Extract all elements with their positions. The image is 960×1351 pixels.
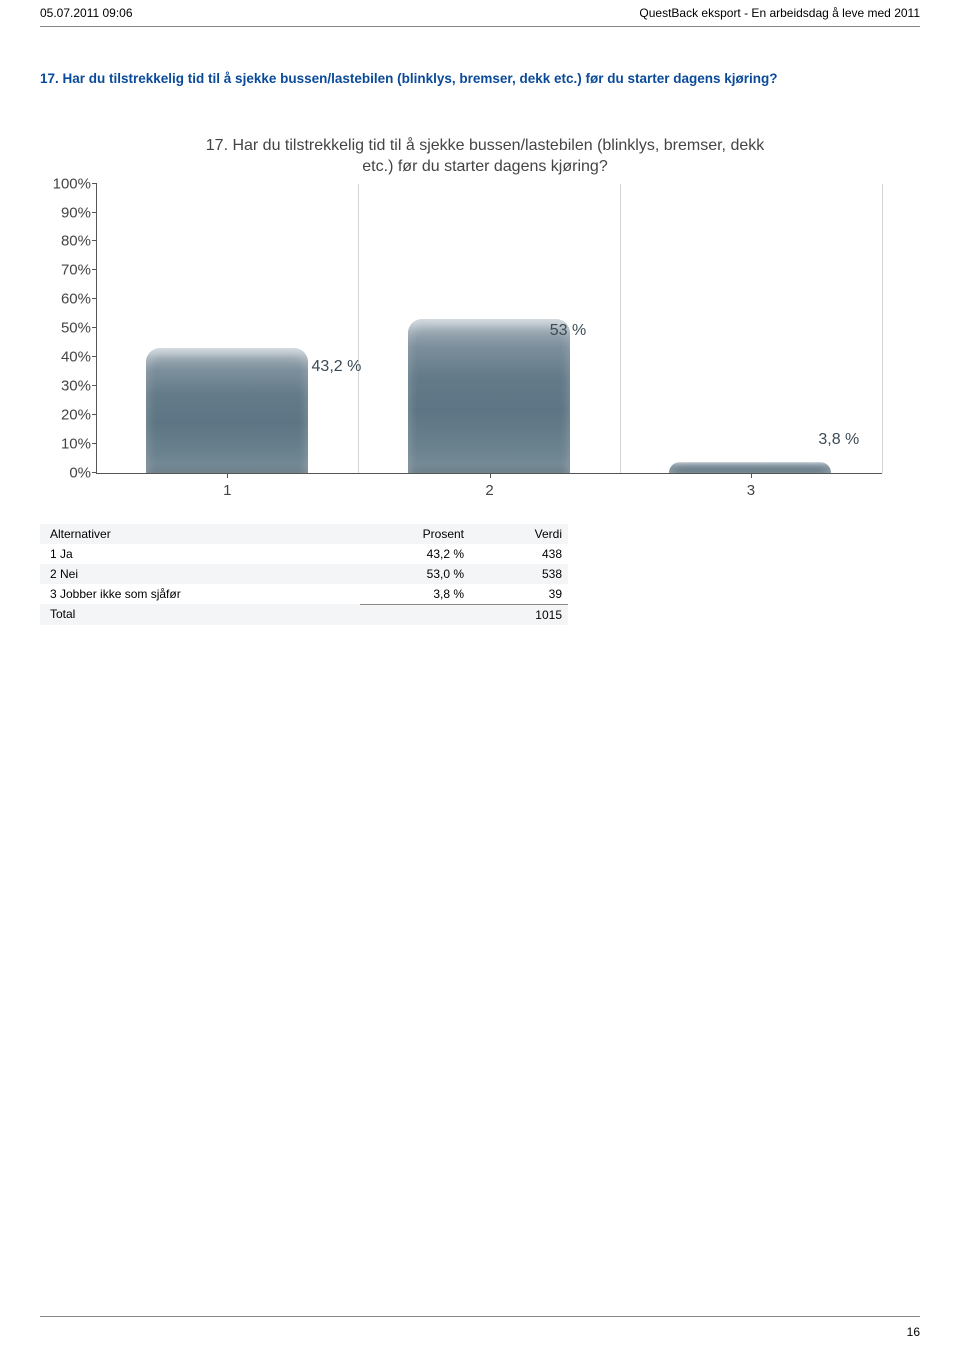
table-cell: 2 Nei <box>40 564 360 584</box>
table-cell: 1 Ja <box>40 544 360 564</box>
chart-bar-label: 53 % <box>550 322 586 340</box>
chart-ylabel: 40% <box>45 349 91 366</box>
chart-bar-2 <box>408 319 570 472</box>
table-cell: Total <box>40 604 360 625</box>
chart-ytick <box>92 414 97 415</box>
chart-ytick <box>92 385 97 386</box>
table-col-verdi: Verdi <box>470 524 568 544</box>
page-header: 05.07.2011 09:06 QuestBack eksport - En … <box>40 0 920 20</box>
table-row: 2 Nei 53,0 % 538 <box>40 564 568 584</box>
chart: 17. Har du tilstrekkelig tid til å sjekk… <box>52 136 882 474</box>
chart-ytick <box>92 240 97 241</box>
chart-xlabel: 3 <box>747 482 755 499</box>
header-title: QuestBack eksport - En arbeidsdag å leve… <box>639 6 920 20</box>
chart-ytick <box>92 269 97 270</box>
chart-ylabel: 30% <box>45 377 91 394</box>
footer-rule <box>40 1316 920 1317</box>
chart-ytick <box>92 327 97 328</box>
chart-ytick <box>92 356 97 357</box>
chart-plot-area: 0% 10% 20% 30% 40% 50% 60% 70% 80% 90% 1… <box>96 184 882 474</box>
chart-ylabel: 0% <box>45 464 91 481</box>
chart-ytick <box>92 443 97 444</box>
chart-ylabel: 80% <box>45 233 91 250</box>
chart-gridline <box>620 184 621 473</box>
chart-ytick <box>92 472 97 473</box>
chart-ylabel: 50% <box>45 320 91 337</box>
table-cell: 3,8 % <box>360 584 470 605</box>
chart-xtick <box>751 473 752 478</box>
table-row-total: Total 1015 <box>40 604 568 625</box>
table-cell: 538 <box>470 564 568 584</box>
table-header-row: Alternativer Prosent Verdi <box>40 524 568 544</box>
chart-xlabel: 1 <box>223 482 231 499</box>
chart-title-line1: 17. Har du tilstrekkelig tid til å sjekk… <box>206 137 764 154</box>
chart-ylabel: 20% <box>45 406 91 423</box>
chart-bar-1 <box>146 348 308 473</box>
table-cell: 53,0 % <box>360 564 470 584</box>
table-col-prosent: Prosent <box>360 524 470 544</box>
chart-ylabel: 90% <box>45 204 91 221</box>
table-cell: 438 <box>470 544 568 564</box>
page-number: 16 <box>907 1325 920 1339</box>
table-row: 1 Ja 43,2 % 438 <box>40 544 568 564</box>
chart-xtick <box>227 473 228 478</box>
chart-gridline <box>358 184 359 473</box>
chart-title: 17. Har du tilstrekkelig tid til å sjekk… <box>52 136 882 178</box>
chart-bar-label: 43,2 % <box>312 358 362 376</box>
chart-xlabel: 2 <box>485 482 493 499</box>
header-timestamp: 05.07.2011 09:06 <box>40 6 133 20</box>
chart-xtick <box>490 473 491 478</box>
chart-ytick <box>92 212 97 213</box>
table-cell: 39 <box>470 584 568 605</box>
header-rule <box>40 26 920 27</box>
chart-ylabel: 10% <box>45 435 91 452</box>
table-col-alternativer: Alternativer <box>40 524 360 544</box>
table-cell: 3 Jobber ikke som sjåfør <box>40 584 360 605</box>
chart-ytick <box>92 183 97 184</box>
chart-ylabel: 70% <box>45 262 91 279</box>
table-cell <box>360 604 470 625</box>
table-cell: 1015 <box>470 604 568 625</box>
chart-bar-label: 3,8 % <box>818 431 859 449</box>
table-row: 3 Jobber ikke som sjåfør 3,8 % 39 <box>40 584 568 605</box>
chart-title-line2: etc.) før du starter dagens kjøring? <box>362 158 607 175</box>
table-cell: 43,2 % <box>360 544 470 564</box>
question-heading: 17. Har du tilstrekkelig tid til å sjekk… <box>40 71 920 86</box>
chart-bar-3 <box>669 462 831 473</box>
chart-ylabel: 60% <box>45 291 91 308</box>
chart-ytick <box>92 298 97 299</box>
chart-gridline <box>882 184 883 473</box>
chart-ylabel: 100% <box>45 175 91 192</box>
results-table: Alternativer Prosent Verdi 1 Ja 43,2 % 4… <box>40 524 568 625</box>
